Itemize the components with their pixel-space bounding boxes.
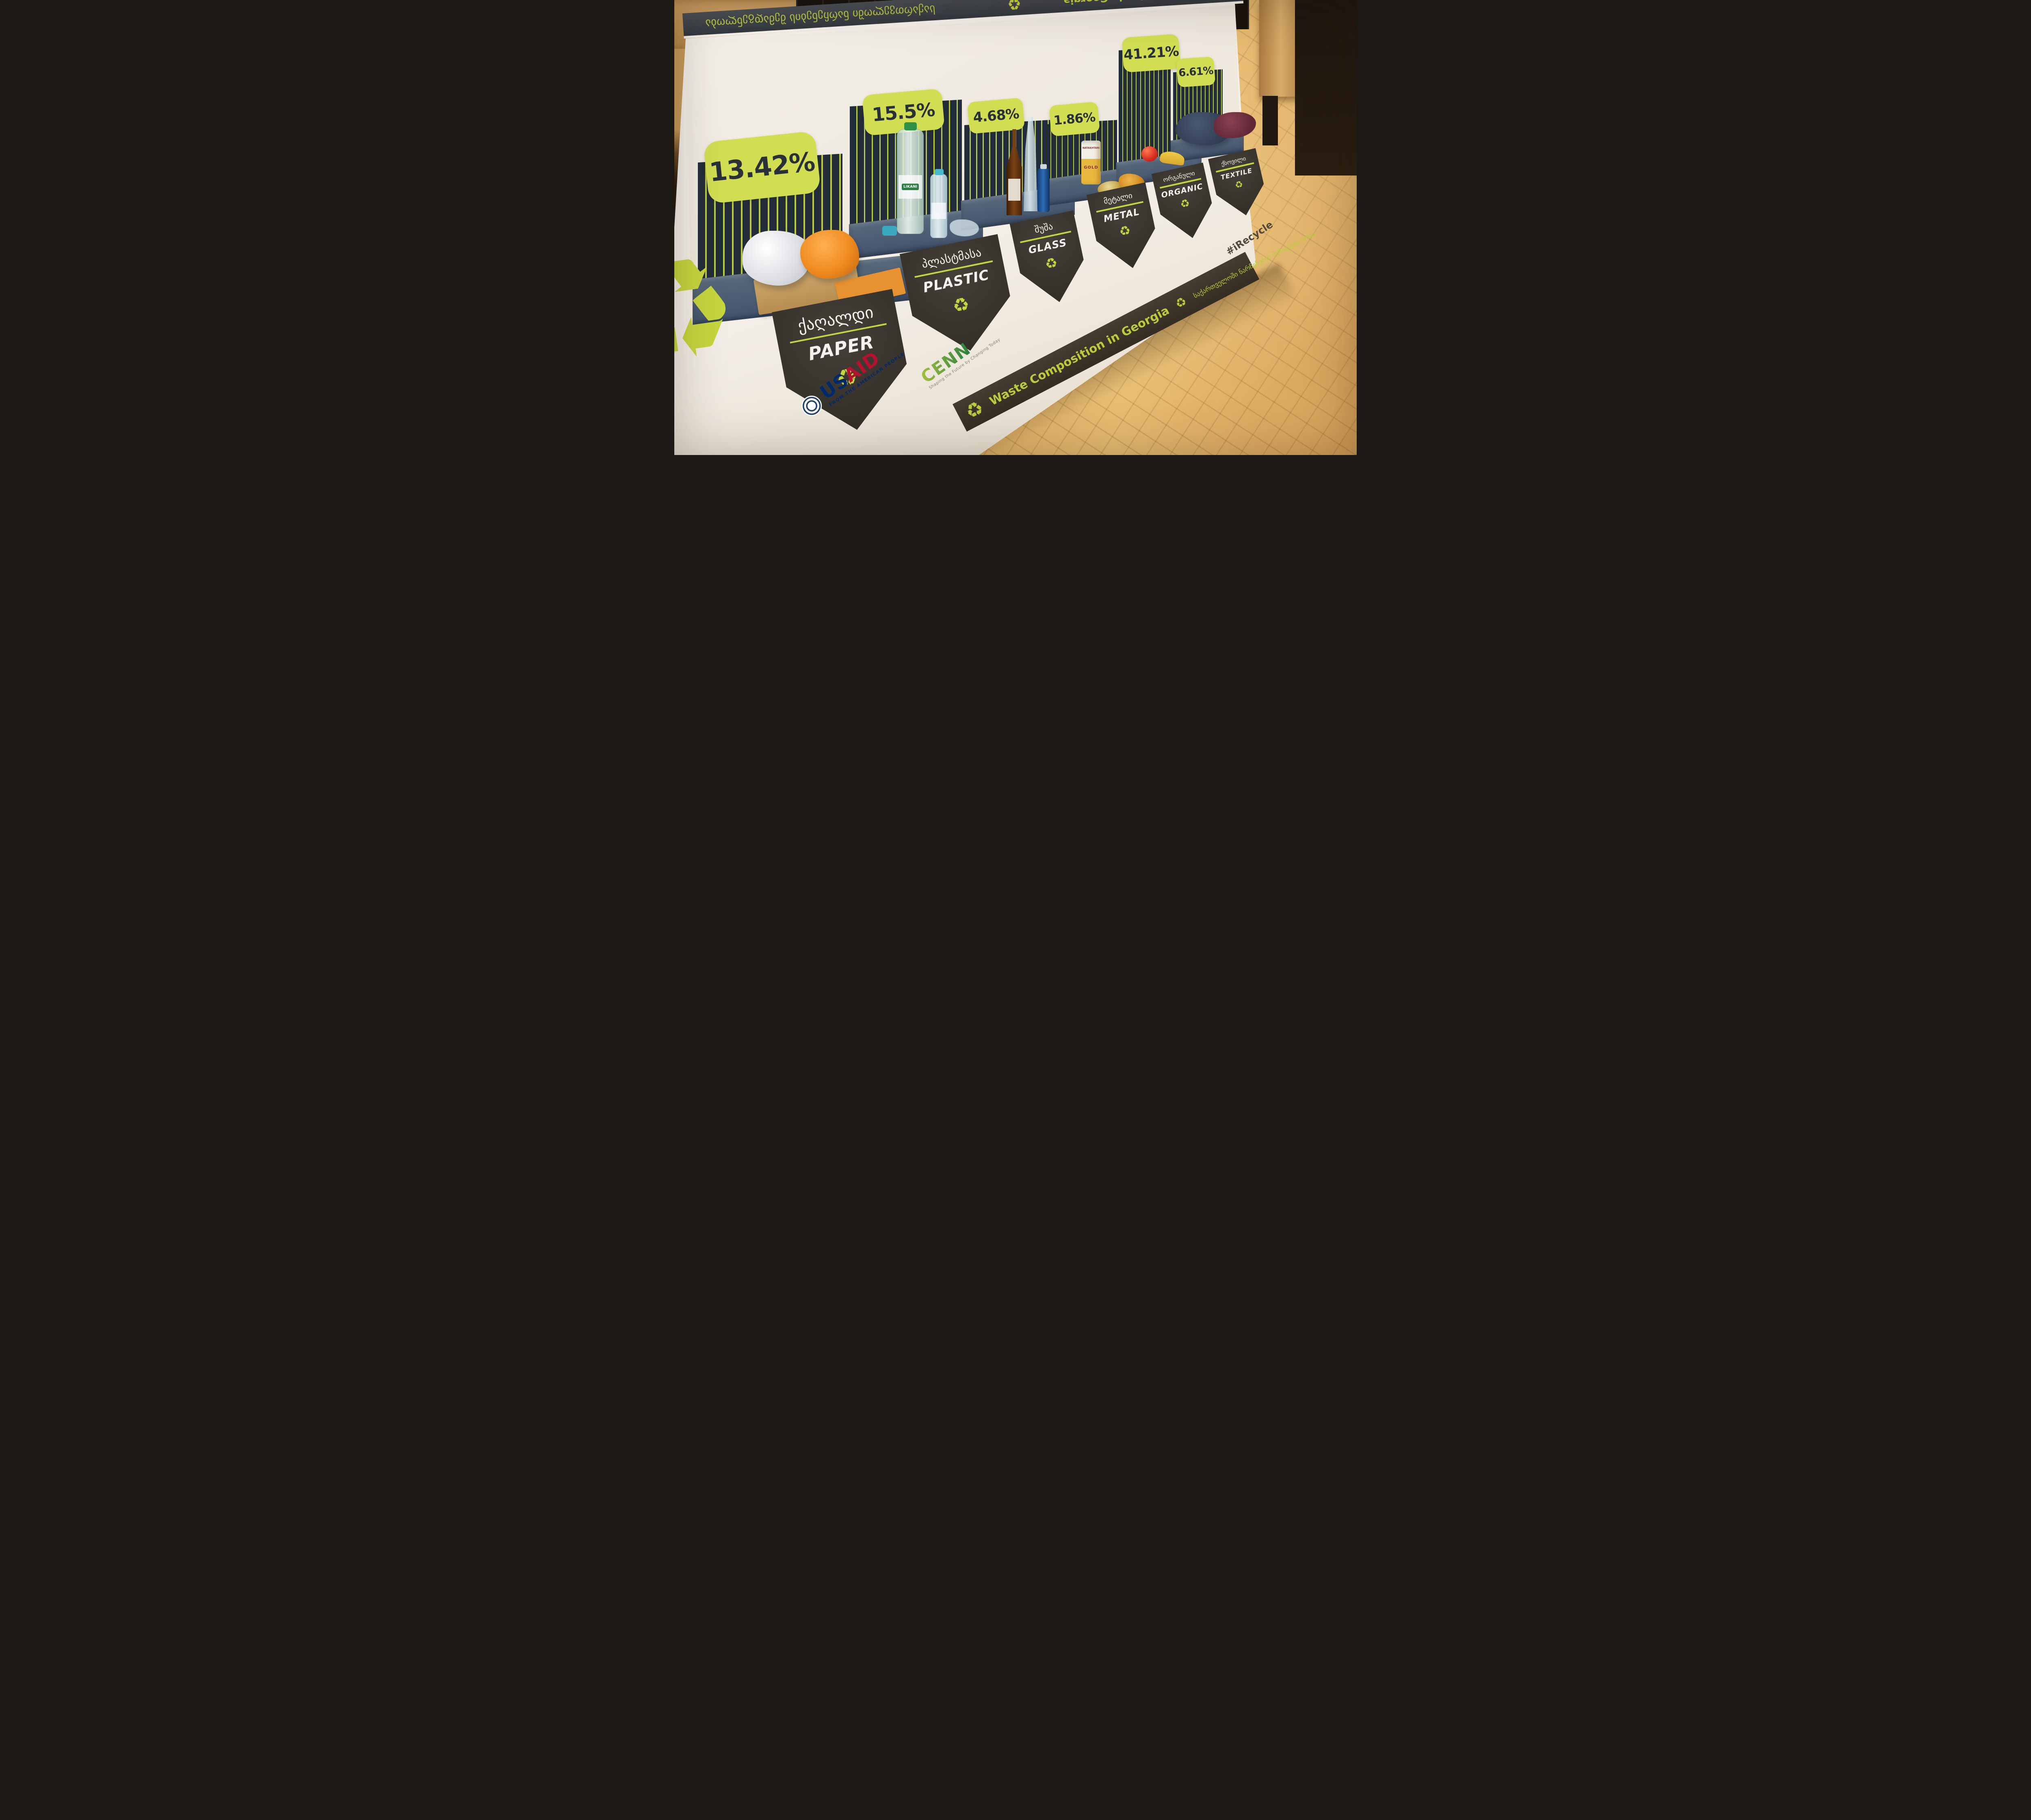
- percent-label-paper: 13.42%: [703, 130, 821, 204]
- apple: [1141, 146, 1158, 162]
- exhibit-photo: საქართველოში ნარჩენების შემადგენლობა ♻ W…: [674, 0, 1357, 455]
- percent-label-organic: 41.21%: [1122, 34, 1181, 73]
- recycle-icon: ♻: [1007, 0, 1022, 13]
- bottle-cap-green: [904, 122, 917, 130]
- background-dark-doorway: [1295, 0, 1357, 176]
- percent-label-textile: 6.61%: [1176, 56, 1216, 88]
- crushed-plastic: [950, 219, 979, 236]
- glass-bottle-label: [1008, 179, 1020, 201]
- can-variant-text: GOLD: [1084, 165, 1098, 170]
- plastic-bottle-large: LIKANI: [897, 122, 924, 234]
- crumpled-white-paper: [743, 231, 812, 286]
- blue-bottle-cap: [1040, 164, 1047, 169]
- percent-label-plastic: 15.5%: [862, 88, 945, 136]
- recycle-icon: ♻: [961, 396, 988, 425]
- bottle-brand-text: LIKANI: [902, 184, 919, 190]
- recycle-icon: ♻: [1173, 294, 1189, 312]
- bottle-label: LIKANI: [899, 175, 922, 199]
- percent-label-glass: 4.68%: [967, 98, 1025, 134]
- crumpled-orange-paper: [800, 230, 859, 279]
- beer-can: NATAKHTARI GOLD: [1081, 141, 1101, 184]
- textile-bundle-maroon: [1214, 112, 1256, 138]
- can-brand-text: NATAKHTARI: [1082, 147, 1100, 150]
- plastic-cap-piece: [882, 226, 897, 236]
- percent-label-metal: 1.86%: [1048, 101, 1100, 137]
- plastic-bottle-small: [930, 169, 947, 238]
- background-speaker: [1262, 96, 1278, 145]
- bottle-label-small: [931, 203, 946, 219]
- bottle-cap-blue: [935, 169, 944, 175]
- blue-glass-bottle: [1037, 164, 1050, 212]
